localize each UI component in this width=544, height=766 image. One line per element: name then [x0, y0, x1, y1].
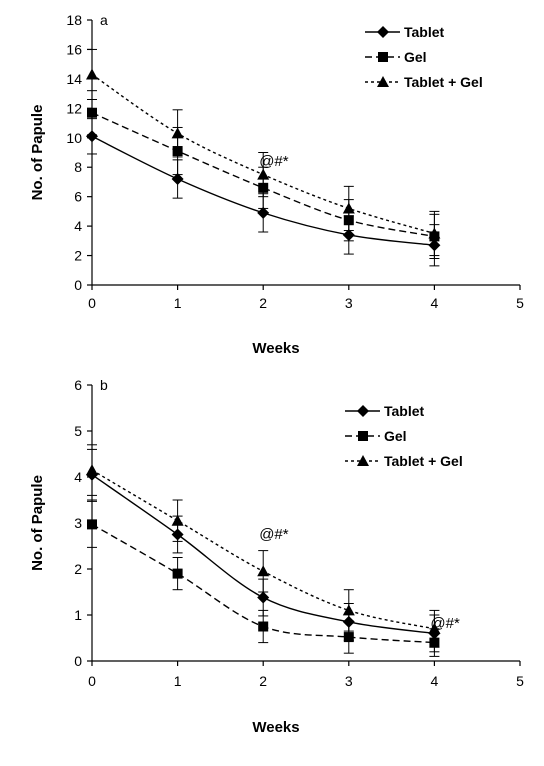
triangle-data-point — [342, 202, 355, 214]
legend-triangle-marker — [377, 76, 389, 87]
legend-diamond-marker — [357, 405, 369, 417]
legend-square-marker — [378, 52, 388, 62]
y-tick-label: 16 — [66, 41, 82, 57]
y-tick-label: 8 — [74, 159, 82, 175]
y-tick-label: 2 — [74, 248, 82, 264]
significance-annotation: @#* — [259, 153, 289, 170]
legend-triangle-marker — [357, 455, 369, 466]
x-tick-label: 4 — [431, 673, 439, 689]
x-tick-label: 3 — [345, 673, 353, 689]
y-tick-label: 18 — [66, 12, 82, 28]
legend-diamond-marker — [377, 26, 389, 38]
y-tick-label: 0 — [74, 653, 82, 669]
triangle-data-point — [342, 604, 355, 616]
diamond-data-point — [171, 173, 184, 185]
series-tablet-gel — [86, 444, 441, 648]
diamond-data-point — [257, 591, 270, 604]
x-tick-label: 2 — [259, 295, 267, 311]
y-tick-label: 5 — [74, 423, 82, 439]
legend-label: Tablet + Gel — [404, 74, 483, 90]
triangle-data-point — [428, 227, 441, 239]
y-tick-label: 10 — [66, 130, 82, 146]
chart-panel-b: 0 1 2 3 4 5 6 0 1 2 3 4 5 Weeks No. of Papule b @#* @#* Ta… — [29, 377, 524, 736]
panel-label: b — [100, 377, 108, 393]
y-tick-label: 3 — [74, 515, 82, 531]
triangle-data-point — [428, 622, 441, 634]
y-tick-label: 4 — [74, 218, 82, 234]
x-tick-label: 0 — [88, 673, 96, 689]
x-axis-title: Weeks — [252, 719, 299, 736]
y-tick-label: 6 — [74, 189, 82, 205]
y-tick-label: 1 — [74, 607, 82, 623]
x-tick-label: 3 — [345, 295, 353, 311]
square-data-point — [343, 632, 354, 643]
triangle-data-point — [171, 127, 184, 139]
triangle-data-point — [257, 565, 270, 577]
y-axis-title: No. of Papule — [29, 105, 46, 201]
triangle-data-point — [257, 168, 270, 180]
legend-label: Gel — [404, 49, 427, 65]
y-tick-label: 4 — [74, 469, 82, 485]
x-tick-label: 1 — [174, 295, 182, 311]
y-tick-label: 14 — [66, 71, 82, 87]
x-axis-title: Weeks — [252, 340, 299, 357]
triangle-data-point — [171, 514, 184, 526]
triangle-data-point — [86, 464, 98, 476]
series-tablet-gel — [86, 48, 441, 257]
y-tick-label: 6 — [74, 377, 82, 393]
square-data-point — [87, 519, 97, 530]
x-tick-label: 5 — [516, 673, 524, 689]
legend: Tablet Gel Tablet + Gel — [345, 403, 463, 469]
x-tick-label: 1 — [174, 673, 182, 689]
legend: Tablet Gel Tablet + Gel — [365, 24, 483, 90]
y-tick-label: 0 — [74, 277, 82, 293]
legend-square-marker — [358, 431, 368, 441]
diamond-data-point — [257, 206, 270, 219]
legend-label: Tablet + Gel — [384, 453, 463, 469]
diamond-data-point — [86, 130, 98, 143]
y-tick-label: 12 — [66, 100, 82, 116]
triangle-data-point — [86, 68, 98, 80]
y-axis-title: No. of Papule — [29, 475, 46, 571]
square-data-point — [172, 568, 183, 579]
legend-label: Tablet — [384, 403, 425, 419]
x-tick-label: 4 — [431, 295, 439, 311]
square-data-point — [258, 621, 269, 632]
y-tick-label: 2 — [74, 561, 82, 577]
significance-annotation: @#* — [430, 615, 460, 632]
legend-label: Gel — [384, 428, 407, 444]
significance-annotation: @#* — [259, 526, 289, 543]
legend-label: Tablet — [404, 24, 445, 40]
x-tick-label: 5 — [516, 295, 524, 311]
panel-label: a — [100, 12, 108, 28]
x-tick-label: 0 — [88, 295, 96, 311]
x-tick-label: 2 — [259, 673, 267, 689]
square-data-point — [87, 107, 97, 118]
